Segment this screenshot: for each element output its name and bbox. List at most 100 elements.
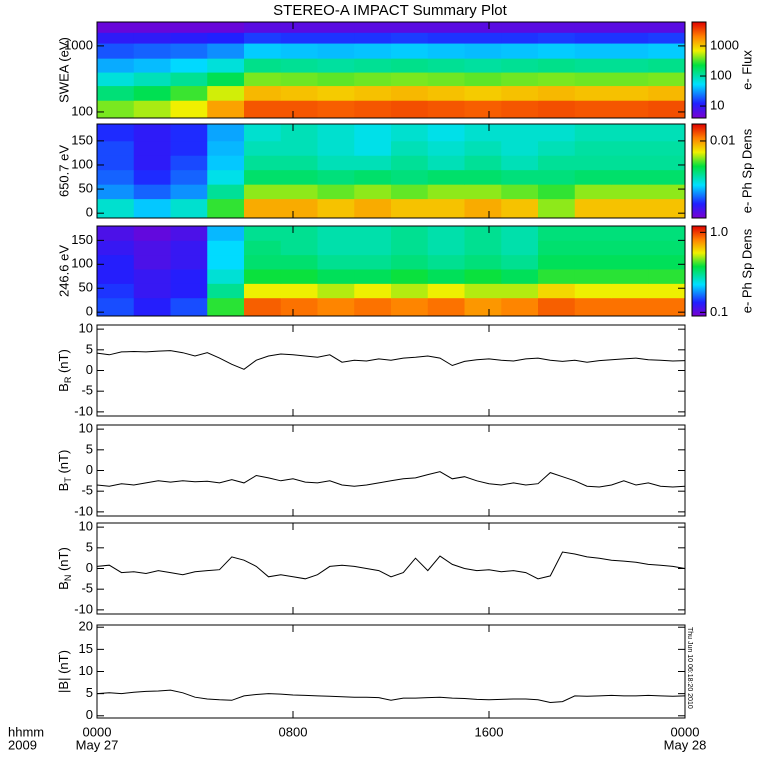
y-tick-label: -5 [81,483,93,498]
x-tick-label: 0800 [279,724,308,739]
spectrogram-cell [391,140,429,156]
spectrogram-cell [611,155,649,171]
y-tick-label: 0 [86,304,93,319]
spectrogram-cell [97,72,135,87]
line-series [97,350,685,370]
spectrogram-cell [464,72,502,87]
x-tick-label: 0000 [83,724,112,739]
spectrogram-cell [464,283,502,299]
spectrogram-cell [133,140,171,156]
spectrogram-cell [464,32,502,44]
frame [96,123,686,219]
spectrogram-cell [648,184,685,200]
spectrogram-cell [354,184,392,200]
spectrogram-cell [170,297,208,316]
spectrogram-cell [133,155,171,171]
spectrogram-cell [354,283,392,299]
spectrogram-cell [244,283,282,299]
panel [97,124,685,218]
spectrogram-cell [427,198,465,218]
spectrogram-cell [97,184,135,200]
y-tick-label: 0 [86,205,93,220]
spectrogram-cell [133,124,171,142]
spectrogram-cell [244,240,282,256]
spectrogram-cell [427,184,465,200]
spectrogram-cell [280,226,318,241]
spectrogram-cell [538,100,576,118]
spectrogram-cell [538,283,576,299]
spectrogram-cell [427,254,465,270]
spectrogram-cell [207,184,245,200]
spectrogram-cell [317,85,355,101]
spectrogram-cell [133,100,171,118]
colorbar-tick-label: 100 [710,67,732,82]
colorbar-label: e- Ph Sp Dens [739,228,754,313]
spectrogram-cell [354,100,392,118]
spectrogram-cell [244,184,282,200]
spectrogram-cell [501,269,539,284]
spectrogram-cell [611,226,649,241]
spectrogram-cell [244,32,282,44]
spectrogram-cell [464,85,502,101]
spectrogram-cell [427,283,465,299]
y-axis-label-unit: (nT) [56,349,71,376]
spectrogram-cell [97,43,135,59]
spectrogram-cell [354,198,392,218]
spectrogram-cell [464,169,502,185]
spectrogram-cell [611,72,649,87]
spectrogram-cell [611,198,649,218]
spectrogram-cell [317,240,355,256]
spectrogram-cell [464,240,502,256]
spectrogram-cell [317,58,355,73]
spectrogram-cell [538,58,576,73]
spectrogram-cell [501,32,539,44]
spectrogram-cell [244,269,282,284]
spectrogram-cell [97,100,135,118]
spectrogram-cell [170,32,208,44]
spectrogram-cell [501,169,539,185]
spectrogram-cell [464,140,502,156]
spectrogram-cell [97,85,135,101]
spectrogram-cell [133,22,171,33]
spectrogram-cell [170,72,208,87]
spectrogram-cell [501,226,539,241]
y-axis-label-main: |B| [56,678,71,693]
spectrogram-cell [133,184,171,200]
spectrogram-cell [97,198,135,218]
spectrogram-cell [133,254,171,270]
panel [97,551,685,580]
spectrogram-cell [501,100,539,118]
spectrogram-cell [648,254,685,270]
spectrogram-cell [170,184,208,200]
y-axis-label-main: B [56,581,71,590]
spectrogram-cell [170,58,208,73]
spectrogram-cell [501,240,539,256]
axis-caption: 2009 [8,737,37,752]
spectrogram-cell [354,43,392,59]
spectrogram-cell [170,100,208,118]
spectrogram-cell [391,226,429,241]
spectrogram-cell [648,226,685,241]
colorbar-tick-label: 1000 [710,37,739,52]
spectrogram-cell [648,100,685,118]
spectrogram-cell [207,254,245,270]
spectrogram-cell [317,72,355,87]
spectrogram-cell [170,226,208,241]
spectrogram-cell [97,155,135,171]
spectrogram-cell [538,297,576,316]
spectrogram-cell [538,32,576,44]
spectrogram-cell [207,240,245,256]
y-tick-label: -10 [74,601,93,616]
spectrogram-cell [354,254,392,270]
spectrogram-cell [648,297,685,316]
spectrogram-cell [427,100,465,118]
spectrogram-cell [207,22,245,33]
spectrogram-cell [170,85,208,101]
spectrogram-cell [244,72,282,87]
y-tick-label: 100 [71,156,93,171]
spectrogram-cell [207,43,245,59]
spectrogram-cell [427,155,465,171]
spectrogram-cell [501,72,539,87]
spectrogram-cell [133,72,171,87]
